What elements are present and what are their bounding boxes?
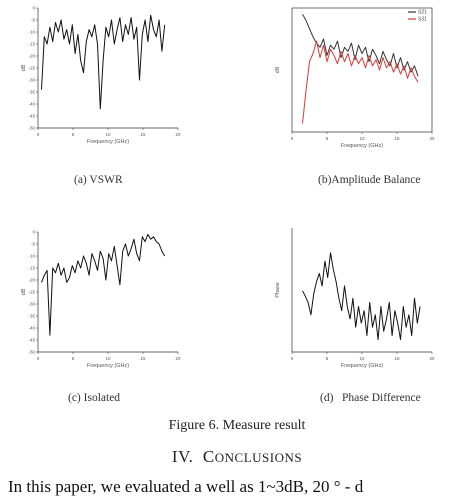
x-axis-title: Frequency (GHz) — [87, 139, 129, 145]
y-tick-label: -30 — [28, 302, 35, 307]
x-tick-label: 15 — [140, 132, 146, 137]
y-tick-label: -5 — [31, 18, 35, 23]
section-first-letter: C — [202, 447, 215, 466]
x-tick-label: 10 — [359, 136, 365, 141]
y-axis-title: dB — [275, 66, 281, 73]
body-text: In this paper, we evaluated a well as 1~… — [8, 477, 364, 496]
y-tick-label: -40 — [28, 102, 35, 107]
y-tick-label: -45 — [28, 114, 35, 119]
series-line-s31 — [302, 40, 419, 124]
y-tick-label: -25 — [28, 66, 35, 71]
x-axis-title: Frequency (GHz) — [341, 363, 383, 369]
x-tick-label: 5 — [326, 356, 329, 361]
y-axis-title: dB — [21, 288, 27, 295]
chart-phase-difference: 0 5 10 15 20 Frequency (GHz) Phase — [275, 228, 435, 369]
y-tick-label: -20 — [28, 278, 35, 283]
x-tick-label: 5 — [72, 356, 75, 361]
chart-panel-d: 0 5 10 15 20 Frequency (GHz) Phase — [272, 224, 447, 374]
x-tick-label: 5 — [72, 132, 75, 137]
x-tick-label: 5 — [326, 136, 329, 141]
y-tick-label: -15 — [28, 42, 35, 47]
y-tick-label: -10 — [28, 30, 35, 35]
y-axis-title: Phase — [275, 282, 281, 298]
x-tick-label: 0 — [291, 136, 294, 141]
x-axis-title: Frequency (GHz) — [341, 143, 383, 149]
y-tick-label: 0 — [32, 6, 35, 11]
x-tick-label: 10 — [359, 356, 365, 361]
chart-vswr: 0 5 10 15 20 0 -5 -10 -15 -20 -25 -30 -35 -40 -45 -50 Fr… — [21, 6, 181, 146]
x-axis-title: Frequency (GHz) — [87, 363, 129, 369]
section-title-rest: ONCLUSIONS — [214, 450, 303, 465]
x-tick-label: 20 — [175, 356, 181, 361]
x-tick-label: 20 — [429, 136, 435, 141]
figure-caption: Figure 6. Measure result — [168, 418, 306, 433]
x-tick-label: 10 — [105, 132, 111, 137]
caption-a: (a) VSWR — [74, 174, 123, 186]
x-tick-label: 15 — [394, 356, 400, 361]
legend-label: S21 — [418, 10, 427, 16]
legend-label: S31 — [418, 17, 427, 23]
x-tick-label: 10 — [105, 356, 111, 361]
series-line-c-0 — [41, 233, 166, 336]
y-tick-label: -45 — [28, 338, 35, 343]
x-tick-label: 0 — [37, 356, 40, 361]
x-tick-label: 0 — [37, 132, 40, 137]
x-tick-label: 20 — [429, 356, 435, 361]
y-tick-label: -50 — [28, 350, 35, 355]
series-line-a-0 — [41, 14, 166, 110]
caption-c: (c) Isolated — [68, 392, 121, 404]
x-tick-label: 0 — [291, 356, 294, 361]
series-line-s21 — [302, 13, 419, 77]
caption-d: (d) Phase Difference — [320, 392, 421, 404]
caption-b: (b)Amplitude Balance — [318, 174, 421, 186]
chart-isolated: 0 5 10 15 20 0 -5 -10 -15 -20 -25 -30 -35 -40 -45 -50 Fr… — [21, 230, 181, 370]
y-tick-label: -15 — [28, 266, 35, 271]
x-tick-label: 15 — [394, 136, 400, 141]
x-tick-label: 20 — [175, 132, 181, 137]
y-tick-label: -5 — [31, 242, 35, 247]
chart-panel-b: 0 5 10 15 20 Frequency (GHz) dB S21 S31 — [272, 0, 447, 150]
section-heading: IV. CONCLUSIONS — [0, 447, 474, 467]
series-line-d-0 — [302, 252, 421, 341]
y-axis-title: dB — [21, 64, 27, 71]
y-tick-label: 0 — [32, 230, 35, 235]
x-tick-label: 15 — [140, 356, 146, 361]
section-number: IV. — [171, 447, 194, 466]
chart-panel-a: 0 5 10 15 20 0 -5 -10 -15 -20 -25 -30 -35 -40 -45 -50 Fr… — [18, 0, 193, 150]
y-tick-label: -50 — [28, 126, 35, 131]
y-tick-label: -35 — [28, 90, 35, 95]
y-tick-label: -30 — [28, 78, 35, 83]
y-tick-label: -20 — [28, 54, 35, 59]
plot-frame — [291, 7, 433, 133]
y-tick-label: -40 — [28, 326, 35, 331]
y-tick-label: -35 — [28, 314, 35, 319]
y-tick-label: -10 — [28, 254, 35, 259]
chart-panel-c: 0 5 10 15 20 0 -5 -10 -15 -20 -25 -30 -35 -40 -45 -50 Fr… — [18, 224, 193, 374]
y-tick-label: -25 — [28, 290, 35, 295]
